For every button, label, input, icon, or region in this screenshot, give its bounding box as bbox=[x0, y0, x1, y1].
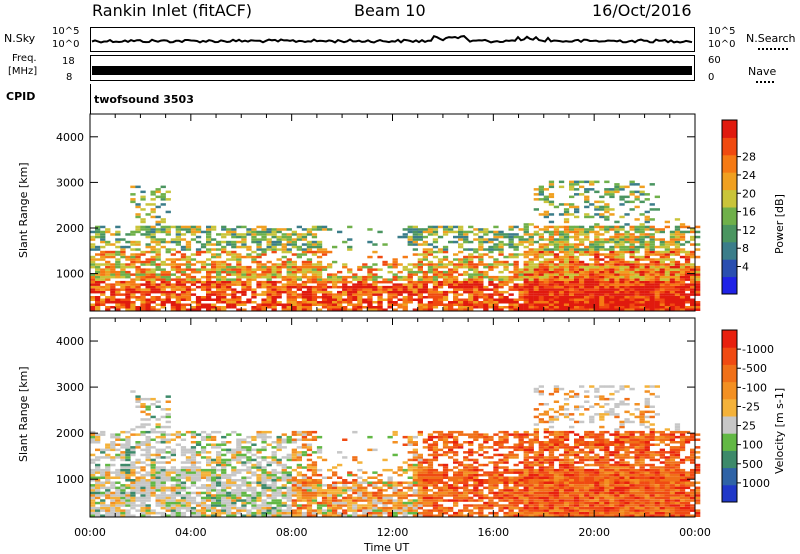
power-colorbar-swatch-8 bbox=[722, 137, 737, 156]
freq-trace bbox=[92, 66, 692, 75]
ytick-label-0-2: 3000 bbox=[56, 176, 84, 189]
power-colorbar-swatch-7 bbox=[722, 154, 737, 173]
xtick-label-2: 08:00 bbox=[276, 526, 308, 539]
nsearch-tick-low: 10^0 bbox=[708, 39, 736, 50]
beam-title: Beam 10 bbox=[354, 1, 426, 20]
station-title: Rankin Inlet (fitACF) bbox=[92, 1, 253, 20]
power-colorbar-frame bbox=[721, 119, 738, 295]
power-heatmap bbox=[89, 113, 701, 312]
freq-tick-high: 18 bbox=[62, 56, 75, 67]
xtick-label-0: 00:00 bbox=[74, 526, 106, 539]
nsky-trace bbox=[91, 35, 693, 44]
ytick-label-1-1: 2000 bbox=[56, 427, 84, 440]
ytick-label-1-2: 3000 bbox=[56, 381, 84, 394]
nave-legend-dots bbox=[756, 81, 774, 83]
velocity-colorbar-tick-1: 500 bbox=[742, 458, 763, 471]
velocity-colorbar-tick-6: -500 bbox=[742, 362, 767, 375]
date-title: 16/Oct/2016 bbox=[592, 1, 692, 20]
xtick-label-6: 00:00 bbox=[679, 526, 711, 539]
ytick-label-1-3: 4000 bbox=[56, 335, 84, 348]
nsky-tick-low: 10^0 bbox=[52, 39, 80, 50]
velocity-heatmap bbox=[89, 317, 701, 518]
ytick-label-0-0: 1000 bbox=[56, 268, 84, 281]
velocity-colorbar-tick-3: 25 bbox=[742, 420, 756, 433]
velocity-colorbar-label: Velocity [m s-1] bbox=[773, 387, 786, 474]
ytick-label-0-3: 4000 bbox=[56, 131, 84, 144]
power-colorbar-swatch-2 bbox=[722, 241, 737, 260]
velocity-colorbar-tick-2: 100 bbox=[742, 439, 763, 452]
velocity-colorbar-swatch-6 bbox=[722, 381, 737, 400]
velocity-ylabel: Slant Range [km] bbox=[17, 366, 30, 462]
xtick-label-1: 04:00 bbox=[175, 526, 207, 539]
velocity-colorbar-tick-5: -100 bbox=[742, 381, 767, 394]
velocity-colorbar-swatch-2 bbox=[722, 450, 737, 469]
velocity-colorbar-tick-4: -25 bbox=[742, 400, 760, 413]
power-colorbar-swatch-6 bbox=[722, 172, 737, 191]
nsky-tick-high: 10^5 bbox=[52, 26, 80, 37]
power-colorbar-tick-2: 12 bbox=[742, 224, 756, 237]
velocity-colorbar-swatch-4 bbox=[722, 416, 737, 434]
nsky-label: N.Sky bbox=[4, 32, 36, 45]
xtick-label-5: 20:00 bbox=[578, 526, 610, 539]
ytick-label-1-0: 1000 bbox=[56, 473, 84, 486]
nsearch-tick-high: 10^5 bbox=[708, 26, 736, 37]
power-colorbar-swatch-3 bbox=[722, 224, 737, 243]
power-colorbar-tick-4: 20 bbox=[742, 187, 756, 200]
ytick-label-0-1: 2000 bbox=[56, 222, 84, 235]
freq-tick-low: 8 bbox=[66, 72, 73, 83]
power-colorbar-swatch-9 bbox=[722, 120, 737, 138]
power-colorbar-swatch-5 bbox=[722, 189, 737, 208]
power-colorbar-tick-3: 16 bbox=[742, 206, 756, 219]
cpid-label: CPID bbox=[6, 90, 36, 103]
power-colorbar-swatch-0 bbox=[722, 276, 737, 295]
velocity-colorbar-tick-0: 1000 bbox=[742, 477, 770, 490]
power-colorbar-tick-0: 4 bbox=[742, 261, 749, 274]
velocity-colorbar-swatch-9 bbox=[722, 330, 737, 348]
velocity-colorbar-swatch-0 bbox=[722, 484, 737, 503]
power-ylabel: Slant Range [km] bbox=[17, 162, 30, 258]
xtick-label-3: 12:00 bbox=[377, 526, 409, 539]
nsearch-legend-dots bbox=[758, 48, 788, 50]
nsearch-label: N.Search bbox=[746, 32, 796, 45]
power-colorbar-swatch-4 bbox=[722, 207, 737, 225]
velocity-colorbar-frame bbox=[721, 329, 738, 503]
nave-tick-low: 0 bbox=[708, 72, 715, 83]
cpid-panel bbox=[90, 84, 695, 114]
velocity-colorbar-swatch-1 bbox=[722, 467, 737, 486]
power-colorbar-swatch-1 bbox=[722, 259, 737, 278]
velocity-colorbar-tick-7: -1000 bbox=[742, 343, 774, 356]
power-colorbar-label: Power [dB] bbox=[773, 194, 786, 254]
power-colorbar-tick-5: 24 bbox=[742, 169, 756, 182]
freq-unit: [MHz] bbox=[8, 66, 38, 77]
power-colorbar-tick-6: 28 bbox=[742, 151, 756, 164]
xtick-label-4: 16:00 bbox=[477, 526, 509, 539]
power-colorbar-tick-1: 8 bbox=[742, 242, 749, 255]
velocity-colorbar-swatch-5 bbox=[722, 398, 737, 417]
nave-tick-high: 60 bbox=[708, 55, 721, 66]
nave-label: Nave bbox=[748, 65, 777, 78]
freq-label: Freq. bbox=[12, 53, 37, 64]
velocity-colorbar-swatch-3 bbox=[722, 433, 737, 451]
velocity-colorbar-swatch-8 bbox=[722, 347, 737, 365]
cpid-value: twofsound 3503 bbox=[94, 93, 194, 106]
time-xlabel: Time UT bbox=[364, 541, 410, 554]
velocity-colorbar-swatch-7 bbox=[722, 364, 737, 383]
